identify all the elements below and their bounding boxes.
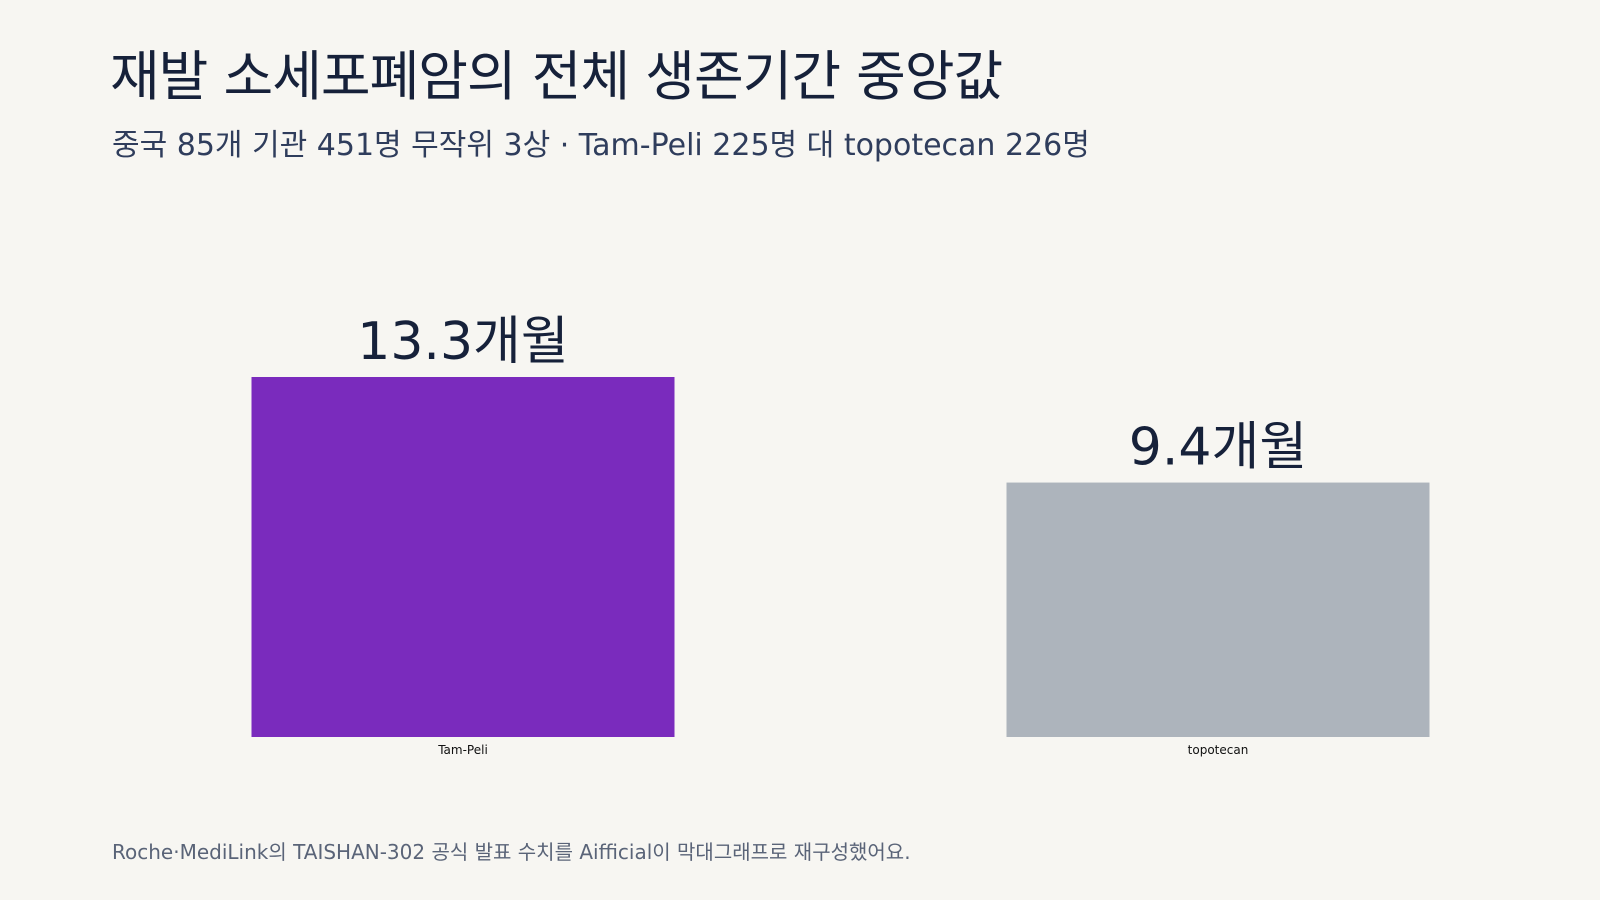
bar-topotecan [1006, 482, 1430, 737]
data-label: 13.3개월 [357, 312, 568, 372]
chart-subtitle: 중국 85개 기관 451명 무작위 3상 · Tam-Peli 225명 대 … [112, 128, 1090, 163]
x-tick-label: topotecan [1188, 743, 1249, 757]
bar-tam-peli [251, 377, 675, 737]
x-tick-label: Tam-Peli [437, 743, 488, 757]
data-label: 9.4개월 [1129, 418, 1307, 478]
chart-title: 재발 소세포폐암의 전체 생존기간 중앙값 [110, 45, 1003, 108]
source-note: Roche·MediLink의 TAISHAN-302 공식 발표 수치를 Ai… [112, 840, 911, 864]
